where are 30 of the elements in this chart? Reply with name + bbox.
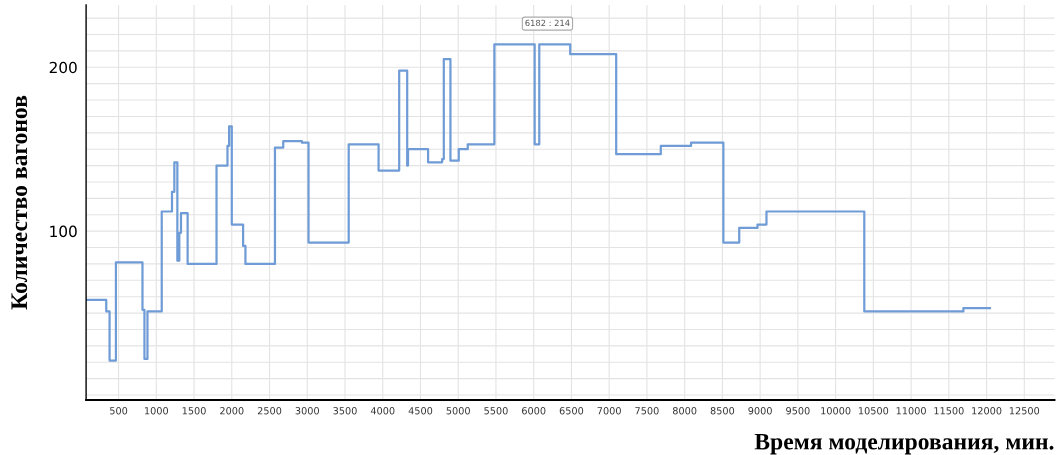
y-tick-label: 100 <box>50 225 77 238</box>
x-tick-label: 10000 <box>821 407 851 415</box>
x-tick-label: 12500 <box>1009 407 1040 415</box>
x-tick-label: 9000 <box>748 407 772 415</box>
x-tick-label: 9500 <box>786 407 810 415</box>
x-tick-label: 6500 <box>559 407 584 415</box>
x-tick-label: 4000 <box>370 407 395 415</box>
x-tick-label: 2000 <box>220 407 244 415</box>
x-tick-label: 3000 <box>295 407 319 415</box>
x-tick-label: 4500 <box>408 407 433 415</box>
x-tick-label: 5000 <box>446 407 470 415</box>
x-tick-label: 10500 <box>858 407 889 415</box>
x-tick-label: 2500 <box>257 407 282 415</box>
x-tick-label: 8000 <box>672 407 697 415</box>
x-tick-label: 12000 <box>972 407 1002 415</box>
x-tick-label: 500 <box>110 407 128 415</box>
x-tick-label: 3500 <box>333 407 357 415</box>
x-tick-label: 1500 <box>182 407 206 415</box>
y-axis-title: Количество вагонов <box>11 95 28 310</box>
x-tick-label: 11500 <box>934 407 964 415</box>
x-tick-label: 7500 <box>635 407 659 415</box>
x-axis-title: Время моделирования, мин. <box>754 433 1054 455</box>
x-tick-label: 11000 <box>896 407 926 415</box>
x-tick-label: 5500 <box>484 407 508 415</box>
x-tick-label: 8500 <box>710 407 735 415</box>
x-tick-label: 6000 <box>522 407 546 415</box>
x-tick-label: 1000 <box>144 407 169 415</box>
x-tick-label: 7000 <box>597 407 621 415</box>
annotation: 6182 : 214 <box>525 19 570 27</box>
y-tick-label: 200 <box>49 61 77 74</box>
